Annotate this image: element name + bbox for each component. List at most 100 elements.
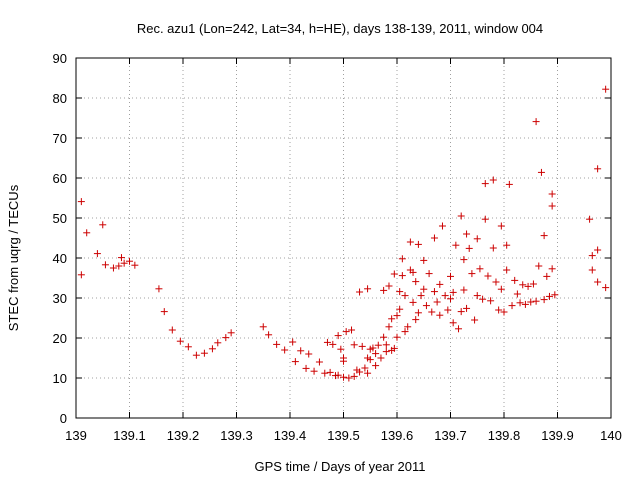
data-point [377,354,385,362]
plot-frame [75,57,612,419]
x-tick-label: 139.4 [274,428,307,443]
data-point [417,292,425,300]
data-point [540,232,548,240]
data-point [200,349,208,357]
data-point [372,350,380,358]
data-point [93,250,101,258]
data-point [460,256,468,264]
data-point [551,291,559,299]
data-point [126,257,133,265]
data-point [385,282,393,290]
data-point [414,309,422,317]
y-tick-label: 60 [53,171,67,186]
data-point [115,262,123,270]
data-point [380,286,388,294]
data-point [481,180,489,188]
data-point [476,265,484,273]
data-point [388,315,396,323]
data-point [548,265,556,273]
data-point [348,326,356,334]
x-tick-label: 139.7 [434,428,467,443]
data-point [372,362,380,370]
data-point [529,280,537,288]
grid-lines [76,58,611,418]
data-point [532,297,540,305]
data-point [109,264,117,272]
data-point [273,340,281,348]
y-tick-label: 90 [53,51,67,66]
data-point [302,364,310,372]
data-point [120,259,128,267]
data-point [412,278,420,286]
data-point [208,345,216,353]
data-point [524,282,532,290]
data-point [463,304,471,312]
data-point [385,323,393,331]
data-point [393,333,401,341]
data-point [602,284,610,292]
data-point [479,295,487,303]
data-point [101,261,109,269]
y-tick-label: 30 [53,291,67,306]
data-point [473,235,481,243]
y-tick-label: 20 [53,331,67,346]
data-point [291,358,299,366]
data-point [366,356,374,364]
data-point [430,234,438,242]
data-point [329,340,337,348]
data-point [409,298,417,306]
data-point [369,344,377,352]
data-point [227,329,235,337]
data-point [340,373,347,381]
x-tick-label: 139.9 [541,428,574,443]
data-point [393,312,401,320]
data-point [430,288,438,296]
data-point [334,371,342,379]
data-point [473,292,481,300]
data-point [428,308,436,316]
data-point [465,244,473,252]
data-point [513,290,521,298]
data-point [540,296,548,304]
data-point [436,280,444,288]
data-point [500,308,508,316]
data-point [481,215,489,223]
data-point [511,276,519,284]
data-point [412,316,420,324]
data-point [131,261,139,269]
y-tick-label: 40 [53,251,67,266]
data-point [543,272,551,280]
data-point [214,339,222,347]
data-point [548,190,556,198]
data-point [484,272,492,280]
data-point [310,367,318,375]
data-point [345,374,353,382]
data-point [99,221,107,229]
data-point [460,286,468,294]
x-tick-label: 139.8 [488,428,521,443]
data-point [323,338,331,346]
data-point [168,326,176,334]
x-tick-label: 139.5 [327,428,360,443]
data-point [449,288,457,296]
data-point [497,285,505,293]
data-point [160,308,168,316]
data-point [420,285,428,293]
data-point [516,299,524,307]
data-point [455,325,463,333]
data-point [594,246,602,254]
y-tick-label: 50 [53,211,67,226]
data-point [342,328,350,336]
data-point [489,176,497,184]
data-point [374,341,382,349]
x-tick-label: 139.1 [113,428,146,443]
data-point [433,298,441,306]
data-point [409,268,417,276]
data-point [468,270,476,278]
data-point [337,345,345,353]
data-point [452,241,460,249]
data-point [594,278,602,286]
data-point [441,292,449,300]
data-point [398,272,406,280]
data-point [497,222,505,230]
